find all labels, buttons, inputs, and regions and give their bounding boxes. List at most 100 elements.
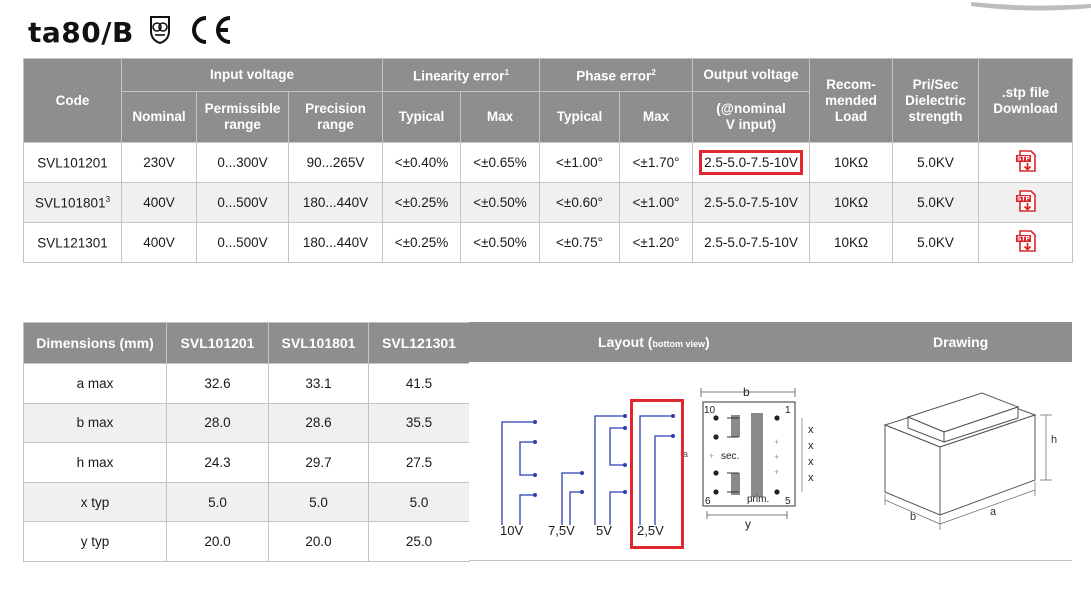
cell-nominal: 400V [121,182,197,223]
table-row: SVL1018013 400V 0...500V 180...440V <±0.… [23,182,1074,223]
dim-value: 41.5 [368,363,470,404]
dim-label: h max [23,442,167,483]
svg-text:x: x [808,440,814,452]
header-dielectric-strength: Pri/Sec Dielectric strength [892,58,980,143]
cell-precision: 90...265V [287,142,384,183]
svg-text:x: x [808,424,814,436]
svg-text:h: h [1051,434,1057,446]
dim-value: 29.7 [268,442,369,483]
header-output-voltage: Output voltage [692,58,811,92]
product-title: ta80/B [28,15,134,49]
cell-permissible: 0...500V [196,222,289,263]
table-row: b max 28.0 28.6 35.5 [23,402,470,444]
table-row: x typ 5.0 5.0 5.0 [23,481,470,523]
svg-text:a: a [990,506,997,518]
header-phase-error: Phase error2 [539,58,694,92]
cell-dielectric: 5.0KV [892,222,980,263]
header-precision-range: Precision range [287,91,384,143]
cell-code: SVL121301 [23,222,122,263]
dim-value: 20.0 [166,521,269,562]
safety-transformer-icon [148,15,172,50]
svg-text:+: + [774,467,779,477]
cell-load: 10KΩ [809,222,894,263]
specifications-table: Code Input voltage Linearity error1 Phas… [23,58,1074,263]
svg-text:b: b [910,511,916,523]
transformer-isometric-drawing: b a h [883,392,1057,530]
header-phase-typical: Typical [539,91,621,143]
cell-permissible: 0...500V [196,182,289,223]
cell-stp: STP [978,142,1074,183]
dim-label: a max [23,363,167,404]
header-linearity-max: Max [460,91,541,143]
cell-dielectric: 5.0KV [892,182,980,223]
dim-value: 24.3 [166,442,269,483]
svg-text:+: + [709,451,714,461]
dimensions-table: Dimensions (mm) SVL101201 SVL101801 SVL1… [23,322,470,562]
label-7-5v: 7,5V [548,523,575,538]
svg-text:10: 10 [704,405,716,416]
header-linearity-typical: Typical [382,91,462,143]
cell-linearity-max: <±0.65% [460,142,541,183]
dim-value: 5.0 [166,481,269,523]
cell-phase-typical: <±0.60° [539,182,621,223]
dim-value: 28.0 [166,402,269,444]
label-2-5v: 2,5V [637,523,664,538]
layout-header: Layout (bottom view) [598,334,710,350]
dim-label: y typ [23,521,167,562]
output-voltage-highlight: 2.5-5.0-7.5-10V [699,150,803,175]
header-recommended-load: Recom-mended Load [809,58,894,143]
dim-label: b max [23,402,167,444]
cell-phase-max: <±1.00° [619,182,694,223]
cell-code: SVL1018013 [23,182,122,223]
dim-value: 5.0 [368,481,470,523]
cell-linearity-max: <±0.50% [460,222,541,263]
header-svl101201: SVL101201 [166,322,269,364]
wiring-diagrams: a [501,414,688,525]
svg-text:1: 1 [785,405,791,416]
cell-phase-typical: <±0.75° [539,222,621,263]
svg-text:sec.: sec. [721,451,739,462]
stp-download-icon[interactable]: STP [1013,188,1039,217]
cell-load: 10KΩ [809,182,894,223]
stp-download-icon[interactable]: STP [1013,148,1039,177]
header-input-voltage: Input voltage [120,58,384,92]
cell-nominal: 230V [121,142,197,183]
dim-value: 5.0 [268,481,369,523]
cell-output-voltage: 2.5-5.0-7.5-10V [692,182,811,223]
cell-phase-max: <±1.70° [619,142,694,183]
cell-code: SVL101201 [23,142,122,183]
svg-text:x: x [808,472,814,484]
svg-text:x: x [808,456,814,468]
table-row: a max 32.6 33.1 41.5 [23,363,470,404]
cell-phase-typical: <±1.00° [539,142,621,183]
svg-text:STP: STP [1017,156,1030,163]
svg-text:y: y [745,517,751,531]
cell-linearity-typical: <±0.40% [382,142,462,183]
table-row: y typ 20.0 20.0 25.0 [23,521,470,562]
drawing-header: Drawing [933,334,989,350]
header-svl121301: SVL121301 [368,322,470,364]
header-linearity-error: Linearity error1 [382,58,541,92]
dim-value: 20.0 [268,521,369,562]
svg-text:+: + [774,452,779,462]
dim-value: 33.1 [268,363,369,404]
layout-panel-header: Layout (bottom view) Drawing [469,322,1072,362]
dim-value: 28.6 [268,402,369,444]
ce-mark-icon [186,14,234,51]
cell-linearity-typical: <±0.25% [382,222,462,263]
dim-value: 35.5 [368,402,470,444]
svg-text:a: a [683,449,688,459]
cell-linearity-max: <±0.50% [460,182,541,223]
dim-value: 27.5 [368,442,470,483]
header-output-subtitle: (@nominal V input) [692,91,811,143]
dim-label: x typ [23,481,167,523]
svg-text:5: 5 [785,496,791,507]
title-row: ta80/B [28,8,234,56]
header-permissible-range: Permissible range [196,91,289,143]
svg-text:prim.: prim. [747,494,769,505]
stp-download-icon[interactable]: STP [1013,228,1039,257]
table-row: SVL101201 230V 0...300V 90...265V <±0.40… [23,142,1074,183]
cell-precision: 180...440V [287,222,384,263]
dim-value: 25.0 [368,521,470,562]
table-row: h max 24.3 29.7 27.5 [23,442,470,483]
